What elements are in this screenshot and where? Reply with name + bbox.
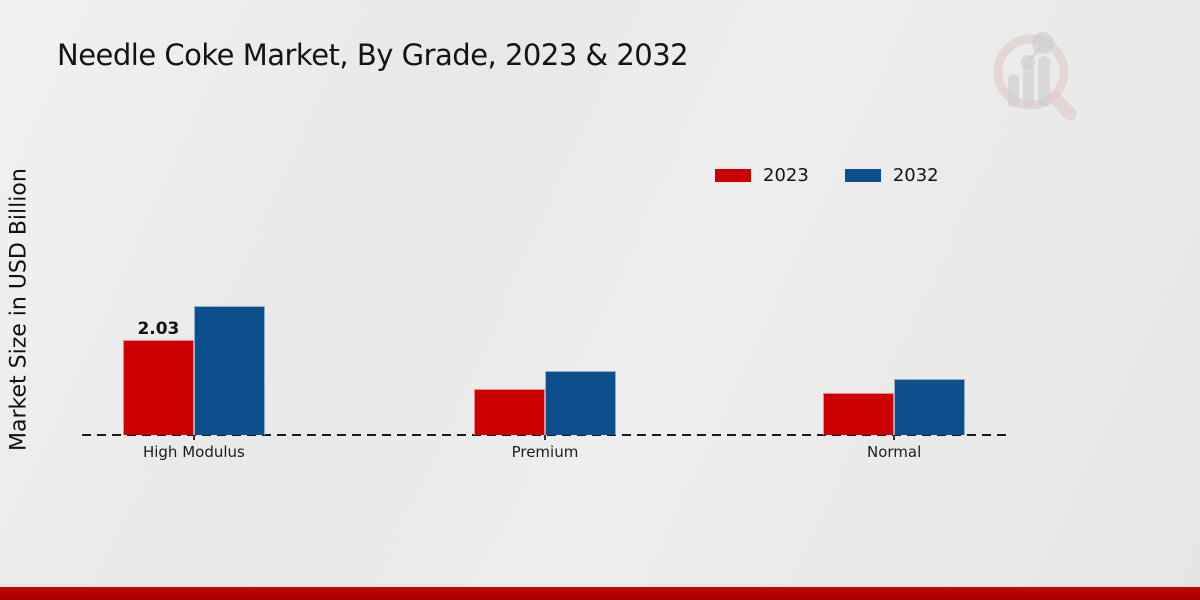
bar-2032-high-modulus bbox=[193, 306, 265, 435]
market-research-logo-watermark bbox=[993, 28, 1093, 127]
legend-swatch-2023 bbox=[715, 169, 751, 182]
x-axis-tick-normal bbox=[893, 435, 896, 440]
legend-label-2023: 2023 bbox=[763, 165, 809, 186]
plot-area: 2.03 High Modulus Premium Normal bbox=[82, 0, 1007, 461]
bar-2023-normal bbox=[823, 393, 895, 435]
magnifier-bar-chart-icon bbox=[993, 32, 1077, 121]
bar-group-high-modulus: 2.03 bbox=[122, 306, 265, 435]
x-axis-tick-premium bbox=[543, 435, 546, 440]
category-label-high-modulus: High Modulus bbox=[142, 443, 245, 461]
bar-group-normal bbox=[823, 379, 966, 435]
legend-swatch-2032 bbox=[844, 169, 881, 182]
category-label-normal: Normal bbox=[867, 443, 922, 461]
x-axis-tick-high-modulus bbox=[192, 435, 195, 440]
legend-item-2023: 2023 bbox=[715, 165, 809, 186]
bar-2032-normal bbox=[894, 379, 966, 435]
bar-group-premium bbox=[473, 371, 616, 435]
bar-value-label-2023-high-modulus: 2.03 bbox=[137, 319, 180, 340]
category-label-premium: Premium bbox=[511, 443, 579, 461]
bar-2023-high-modulus: 2.03 bbox=[122, 319, 194, 435]
chart-title: Needle Coke Market, By Grade, 2023 & 203… bbox=[57, 38, 689, 72]
legend-item-2032: 2032 bbox=[844, 165, 939, 186]
bar-2023-premium bbox=[473, 389, 545, 435]
legend-label-2032: 2032 bbox=[892, 165, 939, 186]
legend: 2023 2032 bbox=[715, 165, 939, 186]
bar-2032-premium bbox=[544, 371, 616, 435]
y-axis-label: Market Size in USD Billion bbox=[6, 168, 32, 452]
footer-accent-bar bbox=[0, 587, 1200, 600]
